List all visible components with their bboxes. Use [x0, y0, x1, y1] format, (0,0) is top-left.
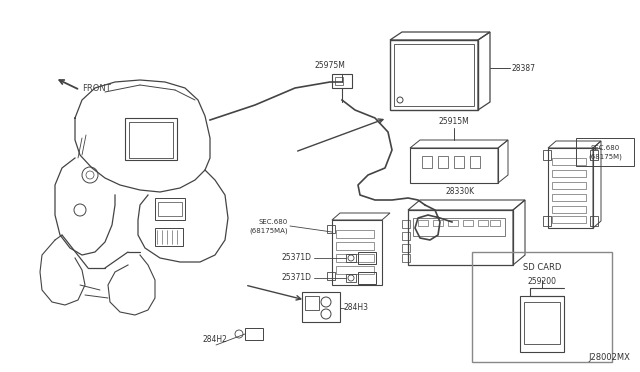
Text: 284H2: 284H2 — [203, 336, 227, 344]
Bar — [336, 230, 374, 238]
Bar — [402, 254, 410, 262]
Bar — [245, 328, 263, 340]
Bar — [408, 210, 513, 265]
Bar — [422, 156, 432, 168]
Bar — [402, 232, 410, 240]
Bar — [358, 252, 376, 264]
Bar — [552, 194, 586, 201]
Bar — [548, 148, 593, 228]
Text: 28330K: 28330K — [445, 187, 475, 196]
Bar — [158, 202, 182, 216]
Bar — [327, 225, 335, 233]
Text: 284H3: 284H3 — [344, 304, 369, 312]
Bar — [543, 216, 551, 226]
Bar — [390, 40, 478, 110]
Bar — [125, 118, 177, 160]
Text: (68175M): (68175M) — [588, 154, 622, 160]
Bar — [454, 156, 464, 168]
Bar — [576, 138, 634, 166]
Bar — [418, 220, 428, 226]
Bar — [358, 272, 376, 284]
Bar — [402, 244, 410, 252]
Bar — [129, 122, 173, 158]
Bar — [543, 150, 551, 160]
Bar — [155, 198, 185, 220]
Bar — [552, 158, 586, 165]
Bar — [327, 272, 335, 280]
Bar — [155, 228, 183, 246]
Bar — [520, 296, 564, 352]
Text: J28002MX: J28002MX — [588, 353, 630, 362]
Text: 25915M: 25915M — [438, 117, 469, 126]
Text: SEC.680: SEC.680 — [259, 219, 288, 225]
Bar — [336, 242, 374, 250]
Bar — [463, 220, 473, 226]
Bar — [394, 44, 474, 106]
Bar — [335, 77, 343, 85]
Bar — [552, 216, 586, 223]
Text: 25371D: 25371D — [282, 253, 312, 263]
Bar — [524, 302, 560, 344]
Bar — [332, 74, 352, 88]
Text: 259200: 259200 — [527, 278, 557, 286]
Bar — [410, 148, 498, 183]
Text: 25371D: 25371D — [282, 273, 312, 282]
Bar — [472, 252, 612, 362]
Bar — [346, 274, 356, 282]
Bar — [552, 206, 586, 213]
Text: SEC.680: SEC.680 — [590, 145, 620, 151]
Bar — [552, 170, 586, 177]
Bar — [332, 220, 382, 285]
Bar — [336, 254, 374, 262]
Bar — [478, 220, 488, 226]
Bar — [552, 182, 586, 189]
Bar — [470, 156, 480, 168]
Bar — [305, 296, 319, 310]
Bar — [346, 254, 356, 262]
Bar — [433, 220, 443, 226]
Bar — [448, 220, 458, 226]
Bar — [413, 218, 505, 236]
Text: (68175MA): (68175MA) — [250, 228, 288, 234]
Bar — [438, 156, 448, 168]
Bar — [402, 220, 410, 228]
Text: 25975M: 25975M — [315, 61, 346, 70]
Bar — [490, 220, 500, 226]
Bar — [590, 150, 598, 160]
Text: FRONT: FRONT — [82, 83, 111, 93]
Bar — [302, 292, 340, 322]
Text: 28387: 28387 — [511, 64, 535, 73]
Text: SD CARD: SD CARD — [523, 263, 561, 273]
Bar — [590, 216, 598, 226]
Bar — [336, 266, 374, 274]
